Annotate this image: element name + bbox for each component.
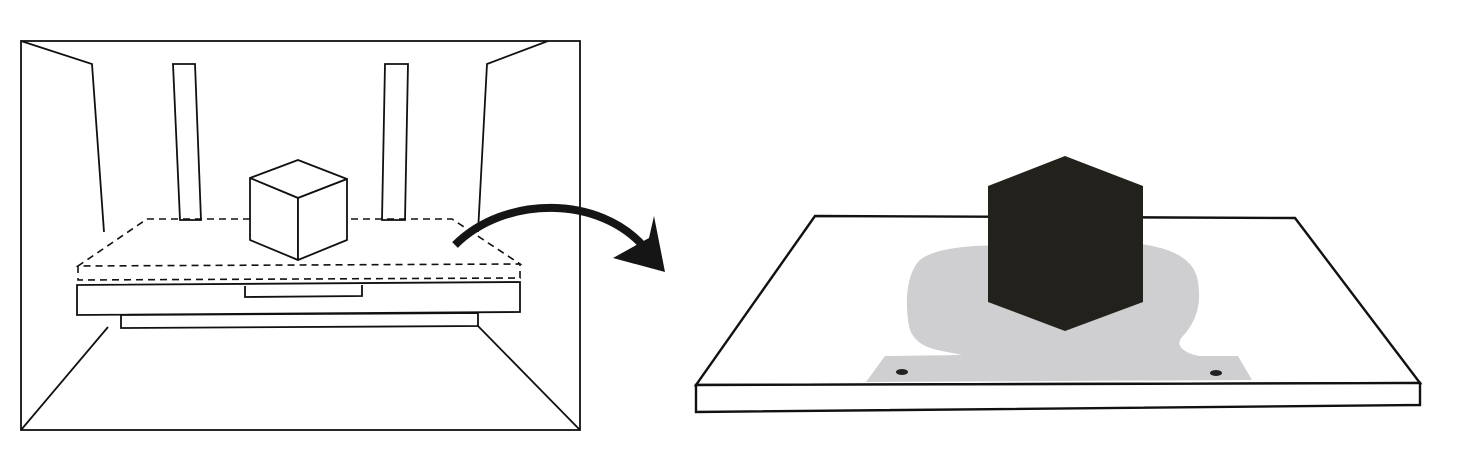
plate-front-edge [694,381,1422,414]
left-rail [172,63,202,221]
arrow-shaft [452,203,649,251]
left-wall-top [20,40,105,233]
wireframe-cube [249,159,348,261]
right-rail [381,63,409,221]
removed-build-plate [693,156,1423,414]
dashed-build-plate [75,218,523,281]
right-wall-bottom [477,325,581,431]
mounting-hole-left [896,369,908,375]
cube-right-face [297,178,348,261]
cube-icon [988,156,1143,331]
build-plate-slab [76,281,521,316]
dashed-plate-front [77,264,521,281]
right-wall-top [477,40,549,233]
mounting-hole-right [1210,370,1222,376]
curved-arrow-right-icon [452,203,665,272]
left-wall-bottom [20,326,109,431]
arrow-head [613,216,665,272]
build-plate-notch [244,285,363,298]
build-plate-support [120,312,479,329]
build-plate [76,281,521,329]
